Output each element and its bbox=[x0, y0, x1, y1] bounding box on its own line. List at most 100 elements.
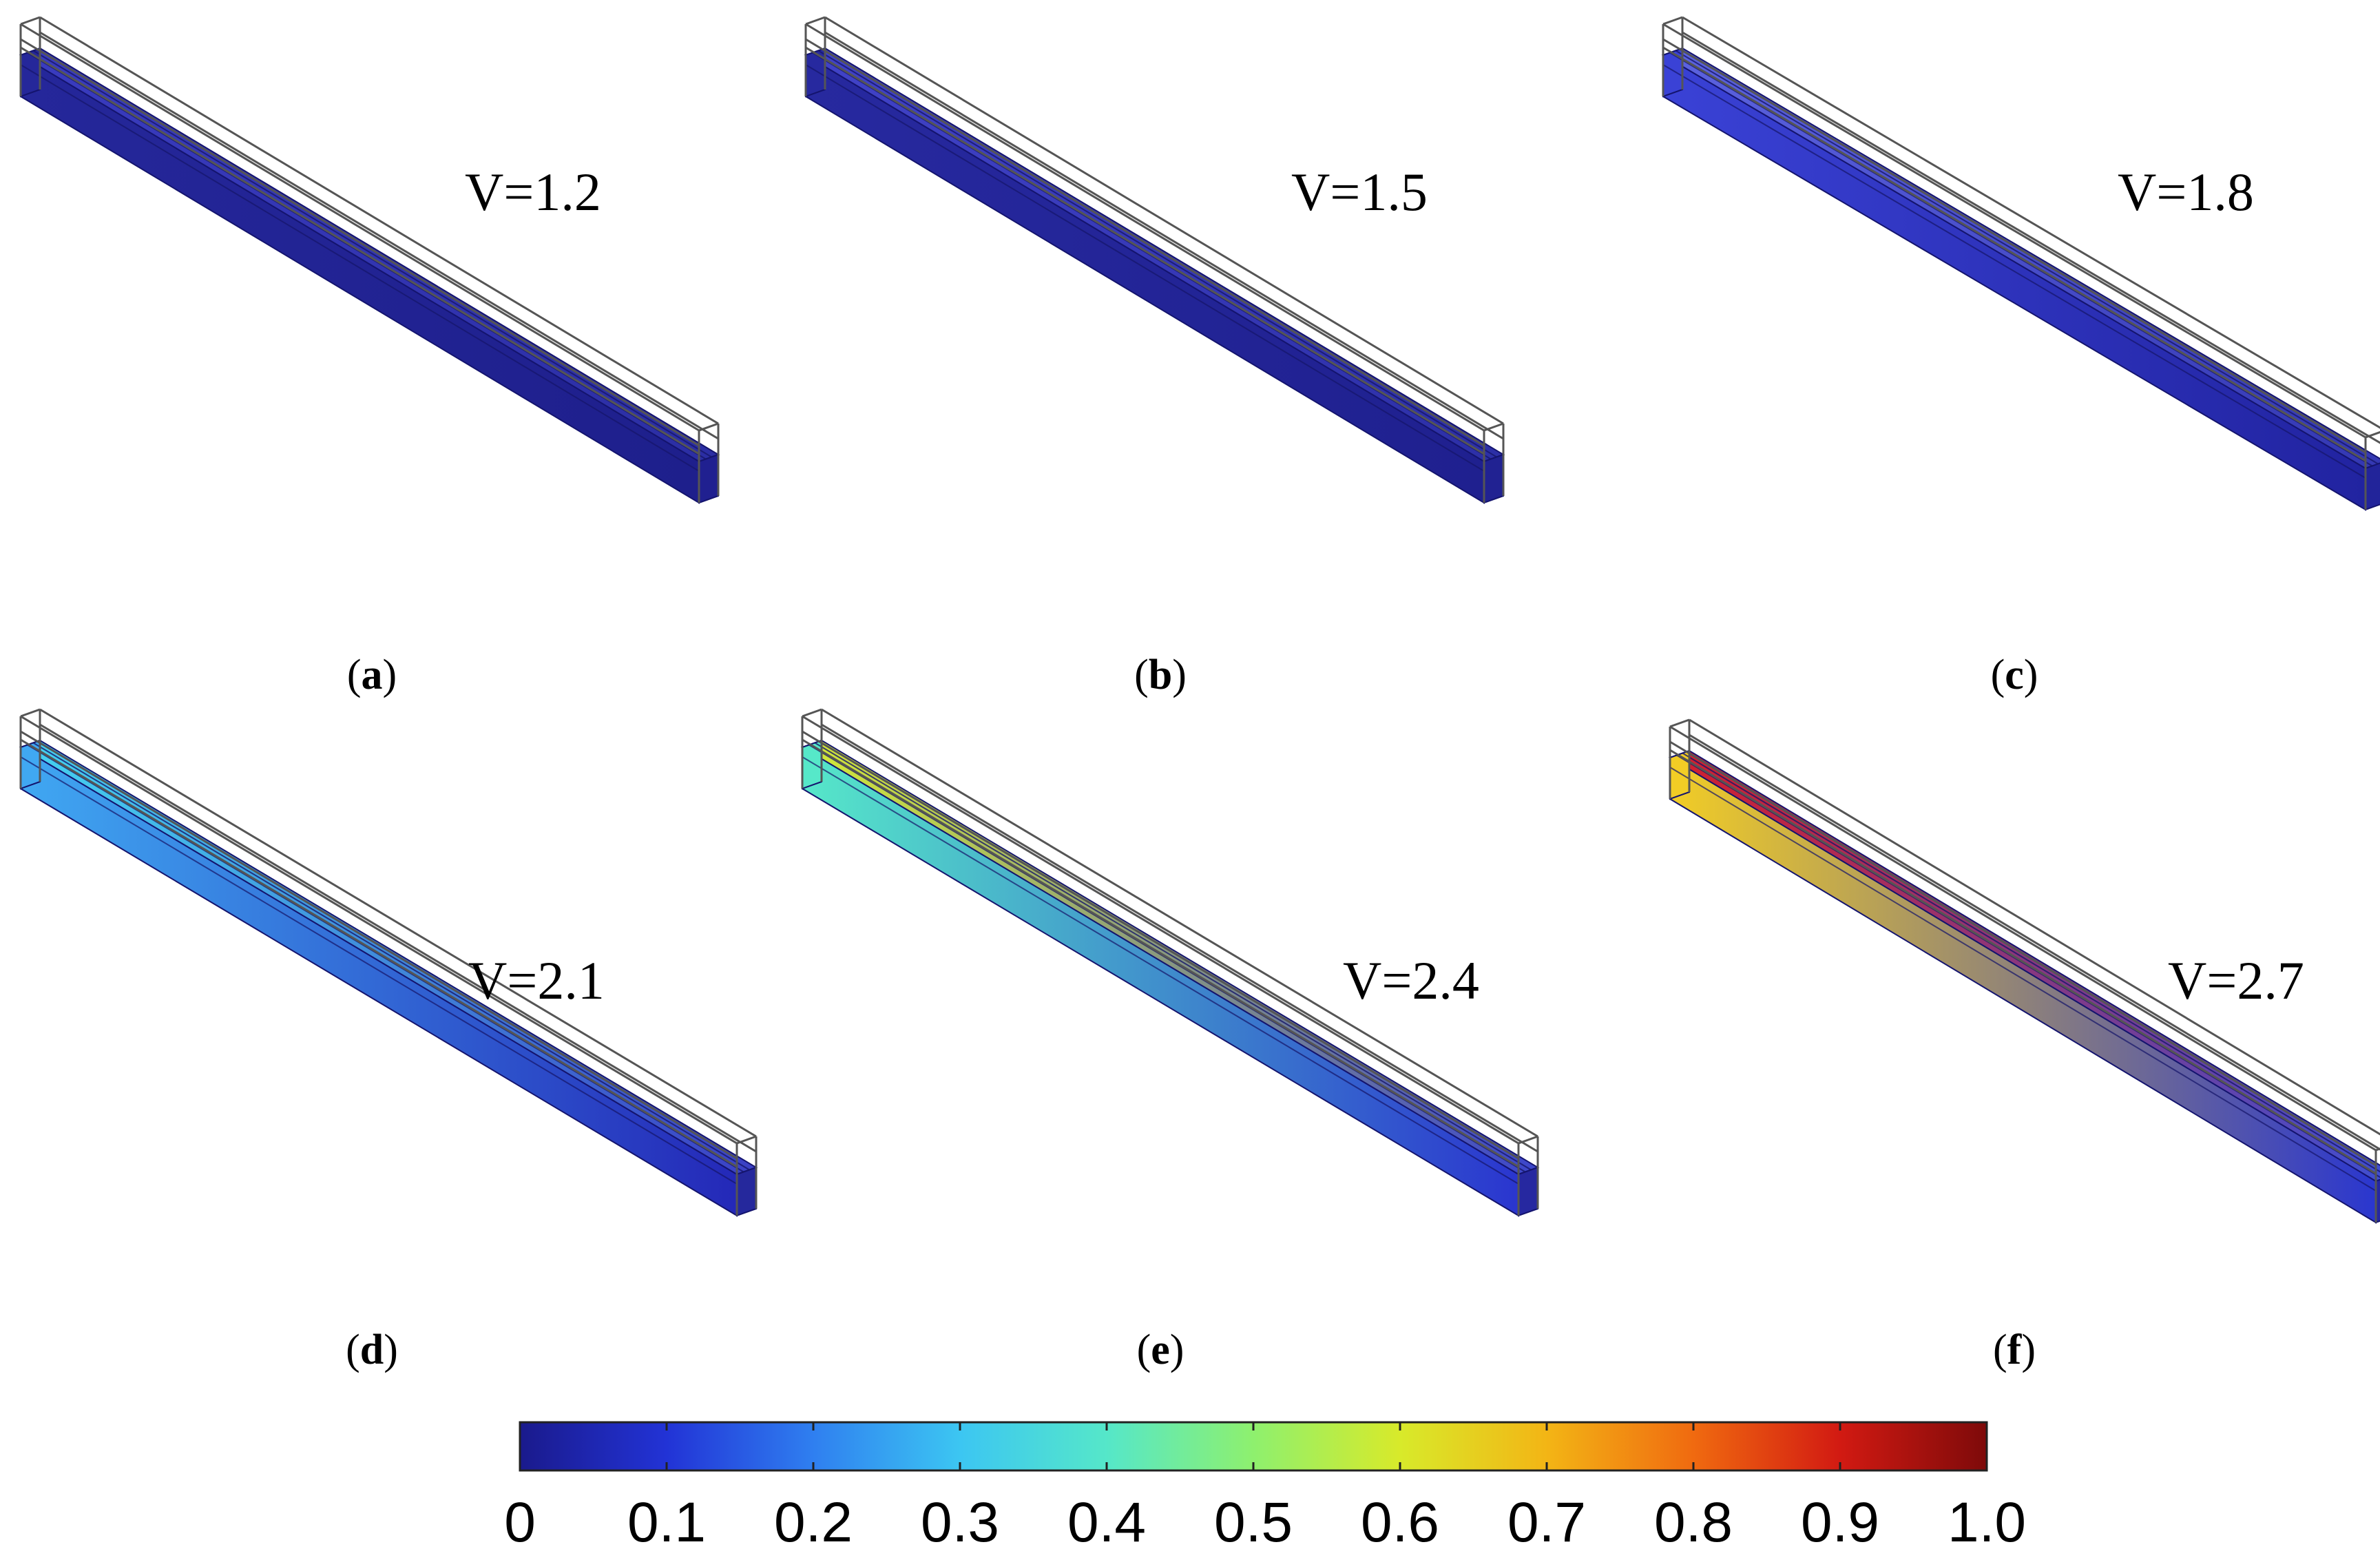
frame-edge bbox=[39, 723, 757, 1153]
caption-open: ( bbox=[346, 1327, 360, 1373]
colorbar-tick-label: 0.6 bbox=[1361, 1491, 1439, 1554]
beam-end-face bbox=[736, 1166, 757, 1217]
colorbar-tick-label: 0.7 bbox=[1507, 1491, 1586, 1554]
beam-end-face bbox=[1483, 453, 1504, 504]
frame-edge bbox=[20, 16, 41, 25]
panel-e: V=2.4 (e) bbox=[800, 708, 1540, 1373]
panels: V=1.2(a)V=1.5(b)V=1.8(c)V=2.1(d)V=2.4(e)… bbox=[19, 16, 2380, 1373]
panel-d: V=2.1 (d) bbox=[19, 708, 758, 1373]
caption-letter: a bbox=[362, 652, 383, 698]
frame-edge bbox=[20, 738, 738, 1168]
colorbar-ticks bbox=[665, 1422, 1841, 1470]
caption-open: ( bbox=[1137, 1327, 1151, 1373]
beam-front-face bbox=[1662, 54, 2366, 511]
frame-edge bbox=[1662, 46, 2366, 462]
frame-edge bbox=[39, 16, 719, 425]
frame-edge bbox=[1662, 23, 2366, 439]
frame-edge bbox=[805, 23, 1485, 432]
voltage-label: V=1.8 bbox=[2118, 162, 2254, 222]
frame-edge bbox=[1662, 16, 1683, 25]
panel-caption: (e) bbox=[1137, 1327, 1184, 1373]
box-wireframe bbox=[19, 708, 758, 1216]
frame-edge bbox=[1682, 16, 2380, 429]
panel-caption: (b) bbox=[1134, 652, 1187, 698]
frame-edge bbox=[1669, 749, 2377, 1175]
beam-end-face bbox=[698, 453, 719, 504]
beam-layer-line bbox=[1669, 767, 2377, 1192]
colorbar-tick-label: 0 bbox=[504, 1491, 536, 1554]
caption-close: ) bbox=[384, 1327, 398, 1373]
voltage-label: V=2.4 bbox=[1343, 950, 1479, 1010]
frame-edge bbox=[1662, 38, 2366, 454]
frame-edge bbox=[821, 708, 1538, 1138]
frame-edge bbox=[802, 730, 1519, 1160]
beam-layer-line bbox=[20, 64, 700, 472]
colorbar-tick-label: 0.5 bbox=[1214, 1491, 1293, 1554]
frame-edge bbox=[805, 46, 1485, 455]
box-wireframe bbox=[1662, 16, 2380, 510]
box-wireframe bbox=[801, 708, 1539, 1216]
frame-edge bbox=[1682, 31, 2380, 444]
caption-letter: d bbox=[360, 1327, 384, 1373]
beam-layer-line bbox=[805, 64, 1485, 472]
frame-edge bbox=[802, 738, 1519, 1168]
beam-layer-line bbox=[1675, 50, 2379, 465]
beam-layer-line bbox=[814, 742, 1532, 1171]
colorbar-tick-label: 0.1 bbox=[627, 1491, 706, 1554]
voltage-label: V=2.7 bbox=[2168, 950, 2304, 1010]
beam-layer-line bbox=[32, 742, 750, 1171]
caption-close: ) bbox=[2021, 1327, 2036, 1373]
caption-open: ( bbox=[1991, 652, 2005, 698]
frame-edge bbox=[39, 31, 719, 440]
frame-edge bbox=[1669, 725, 2377, 1152]
frame-edge bbox=[20, 38, 700, 447]
frame-edge bbox=[824, 16, 1504, 425]
panel-b: V=1.5 (b) bbox=[804, 16, 1505, 698]
caption-close: ) bbox=[1170, 1327, 1184, 1373]
caption-letter: c bbox=[2005, 652, 2024, 698]
box-wireframe bbox=[804, 16, 1505, 503]
beam-left-face bbox=[1669, 749, 1690, 800]
panel-caption: (d) bbox=[346, 1327, 398, 1373]
caption-close: ) bbox=[2024, 652, 2038, 698]
beam-layer-line bbox=[802, 756, 1519, 1185]
panel-caption: (f) bbox=[1993, 1327, 2036, 1373]
panel-a: V=1.2 (a) bbox=[19, 16, 720, 698]
panel-caption: (a) bbox=[347, 652, 397, 698]
beam-layer-line bbox=[20, 756, 738, 1185]
beam-front-face bbox=[20, 746, 738, 1217]
caption-letter: b bbox=[1149, 652, 1172, 698]
box-wireframe bbox=[19, 16, 720, 503]
beam-layer-line bbox=[1662, 64, 2366, 479]
caption-open: ( bbox=[1134, 652, 1149, 698]
frame-edge bbox=[20, 23, 700, 432]
beam-left-face bbox=[802, 739, 822, 790]
beam-left-face bbox=[1662, 47, 1683, 98]
frame-edge bbox=[1669, 740, 2377, 1167]
beam-end-face bbox=[1518, 1166, 1538, 1217]
frame-edge bbox=[802, 708, 822, 718]
frame-edge bbox=[802, 715, 1519, 1145]
caption-open: ( bbox=[1993, 1327, 2007, 1373]
caption-close: ) bbox=[383, 652, 397, 698]
frame-edge bbox=[1669, 718, 1690, 728]
frame-edge bbox=[821, 723, 1538, 1153]
voltage-label: V=1.2 bbox=[465, 162, 601, 222]
colorbar-tick-label: 0.8 bbox=[1654, 1491, 1733, 1554]
colorbar: 0 0.1 0.2 0.3 0.4 0.5 0.6 0.7 0.8 0.9 1.0 bbox=[504, 1421, 2026, 1554]
voltage-label: V=2.1 bbox=[468, 950, 605, 1010]
beam-front-face bbox=[20, 54, 700, 504]
frame-edge bbox=[39, 708, 757, 1138]
frame-edge bbox=[824, 31, 1504, 440]
frame-edge bbox=[1689, 718, 2380, 1136]
frame-edge bbox=[20, 708, 41, 718]
colorbar-tick-label: 0.2 bbox=[774, 1491, 853, 1554]
frame-edge bbox=[805, 16, 826, 25]
colorbar-tick-label: 0.4 bbox=[1067, 1491, 1146, 1554]
beam-left-face bbox=[20, 739, 41, 790]
frame-edge bbox=[20, 46, 700, 455]
beam-layer-line bbox=[817, 50, 1497, 458]
frame-edge bbox=[805, 38, 1485, 447]
voltage-label: V=1.5 bbox=[1291, 162, 1428, 222]
